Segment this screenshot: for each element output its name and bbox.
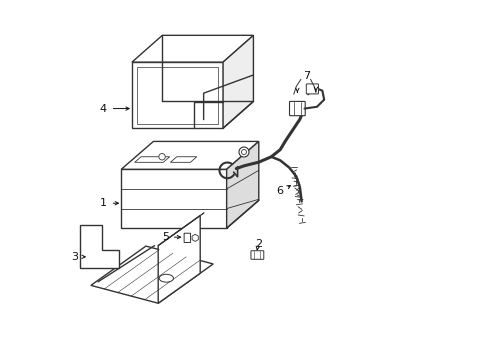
Polygon shape — [132, 35, 253, 62]
Polygon shape — [132, 62, 223, 128]
Text: 5: 5 — [162, 232, 168, 242]
Text: 1: 1 — [100, 198, 107, 208]
Polygon shape — [192, 234, 198, 242]
Text: 3: 3 — [71, 252, 78, 262]
Polygon shape — [223, 35, 253, 128]
Polygon shape — [226, 141, 258, 228]
Text: 6: 6 — [276, 186, 283, 196]
FancyBboxPatch shape — [184, 233, 190, 243]
Polygon shape — [158, 216, 200, 303]
FancyBboxPatch shape — [305, 84, 318, 94]
Text: 7: 7 — [303, 71, 310, 81]
FancyBboxPatch shape — [289, 102, 305, 116]
Polygon shape — [134, 157, 169, 162]
Polygon shape — [158, 213, 204, 246]
Circle shape — [241, 149, 246, 154]
Circle shape — [239, 147, 248, 157]
Circle shape — [159, 153, 165, 160]
Text: 2: 2 — [255, 239, 262, 249]
Polygon shape — [121, 169, 226, 228]
Polygon shape — [80, 225, 119, 267]
Polygon shape — [91, 246, 213, 303]
Polygon shape — [121, 141, 258, 169]
Polygon shape — [170, 157, 196, 162]
Text: 4: 4 — [100, 104, 107, 113]
Ellipse shape — [159, 274, 173, 282]
FancyBboxPatch shape — [250, 251, 263, 259]
